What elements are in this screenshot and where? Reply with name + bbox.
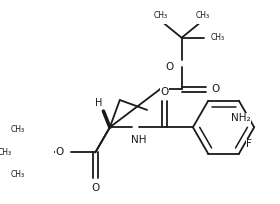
Text: O: O	[91, 183, 99, 193]
Text: CH₃: CH₃	[11, 171, 25, 180]
Text: H: H	[95, 98, 102, 108]
Text: O: O	[56, 147, 64, 157]
Text: O: O	[160, 87, 169, 97]
Text: F: F	[246, 139, 252, 149]
Text: CH₃: CH₃	[0, 148, 11, 157]
Text: NH: NH	[131, 135, 147, 145]
Text: CH₃: CH₃	[195, 11, 210, 20]
Text: CH₃: CH₃	[211, 33, 225, 42]
Text: O: O	[165, 62, 174, 72]
Text: NH₂: NH₂	[231, 113, 250, 123]
Text: O: O	[211, 84, 220, 94]
Text: CH₃: CH₃	[11, 125, 25, 134]
Text: CH₃: CH₃	[154, 11, 168, 20]
